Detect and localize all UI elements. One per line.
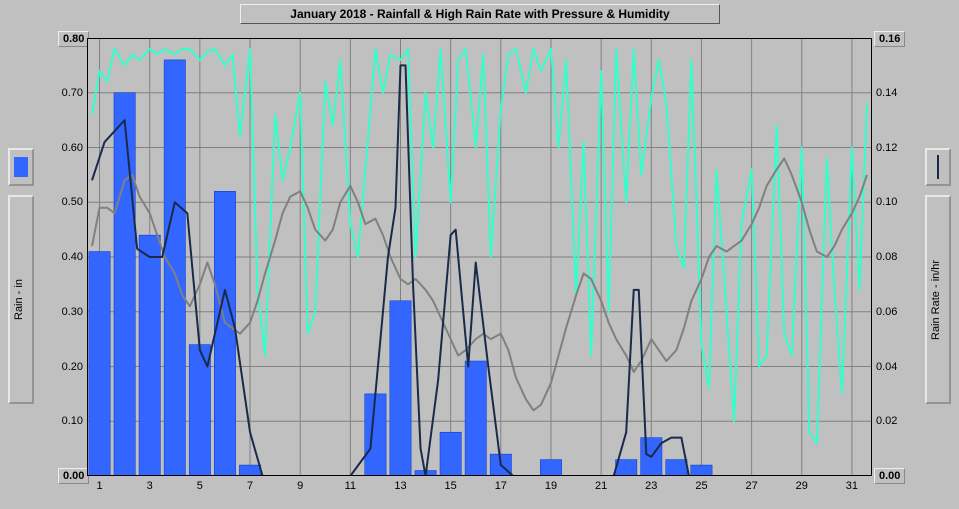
chart-page: January 2018 - Rainfall & High Rain Rate… xyxy=(0,0,959,509)
xtick: 27 xyxy=(745,480,757,492)
rain-bar xyxy=(390,301,411,476)
xtick: 21 xyxy=(595,480,607,492)
rain-bar xyxy=(164,60,185,476)
xtick: 29 xyxy=(796,480,808,492)
xtick: 1 xyxy=(96,480,102,492)
xtick: 13 xyxy=(394,480,406,492)
right-legend-swatch-box xyxy=(925,148,951,186)
rain-bar xyxy=(365,394,386,476)
chart-title: January 2018 - Rainfall & High Rain Rate… xyxy=(240,4,720,24)
rain-bar xyxy=(139,235,160,476)
right-legend-swatch xyxy=(937,155,939,179)
xtick: 25 xyxy=(695,480,707,492)
xtick: 9 xyxy=(297,480,303,492)
xtick: 23 xyxy=(645,480,657,492)
ylimit-top-left: 0.80 xyxy=(58,31,89,47)
rain-bar xyxy=(691,465,712,476)
left-legend-swatch xyxy=(14,157,28,177)
xtick: 5 xyxy=(197,480,203,492)
ytick-right: 0.02 xyxy=(876,415,916,427)
ytick-right: 0.06 xyxy=(876,306,916,318)
right-axis-label: Rain Rate - in/hr xyxy=(930,240,942,360)
ytick-left: 0.30 xyxy=(43,306,83,318)
ytick-right: 0.08 xyxy=(876,251,916,263)
xtick: 11 xyxy=(345,480,356,492)
rain-bar xyxy=(440,432,461,476)
ylimit-bottom-left: 0.00 xyxy=(58,468,89,484)
ytick-right: 0.12 xyxy=(876,142,916,154)
ytick-left: 0.20 xyxy=(43,361,83,373)
xtick: 3 xyxy=(147,480,153,492)
ytick-right: 0.14 xyxy=(876,87,916,99)
rain-bar xyxy=(89,252,110,476)
xtick: 17 xyxy=(495,480,507,492)
rain-bar xyxy=(616,460,637,476)
ytick-left: 0.50 xyxy=(43,196,83,208)
rain-bar xyxy=(666,460,687,476)
left-legend-swatch-box xyxy=(8,148,34,186)
rain-bar xyxy=(239,465,260,476)
plot-area xyxy=(87,38,872,476)
rain-bar xyxy=(214,191,235,476)
ytick-left: 0.40 xyxy=(43,251,83,263)
ytick-right: 0.10 xyxy=(876,196,916,208)
xtick: 19 xyxy=(545,480,557,492)
rain-bar xyxy=(114,93,135,476)
ylimit-bottom-right: 0.00 xyxy=(874,468,905,484)
ytick-right: 0.04 xyxy=(876,361,916,373)
rain-bar xyxy=(540,460,561,476)
rain-bar xyxy=(465,361,486,476)
ytick-left: 0.10 xyxy=(43,415,83,427)
ytick-left: 0.70 xyxy=(43,87,83,99)
xtick: 31 xyxy=(846,480,858,492)
ytick-left: 0.60 xyxy=(43,142,83,154)
xtick: 7 xyxy=(247,480,253,492)
left-axis-label: Rain - in xyxy=(13,260,25,340)
xtick: 15 xyxy=(445,480,457,492)
ylimit-top-right: 0.16 xyxy=(874,31,905,47)
